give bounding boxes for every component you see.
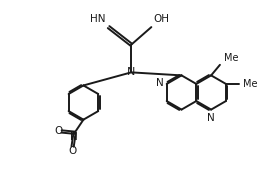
Text: N: N bbox=[127, 67, 135, 77]
Text: O: O bbox=[54, 127, 62, 136]
Text: N: N bbox=[207, 113, 215, 123]
Text: OH: OH bbox=[154, 14, 170, 24]
Text: N: N bbox=[69, 132, 77, 142]
Text: Me: Me bbox=[243, 79, 258, 89]
Text: Me: Me bbox=[224, 53, 239, 63]
Text: HN: HN bbox=[90, 14, 105, 24]
Text: O: O bbox=[68, 146, 77, 156]
Text: N: N bbox=[156, 78, 164, 88]
